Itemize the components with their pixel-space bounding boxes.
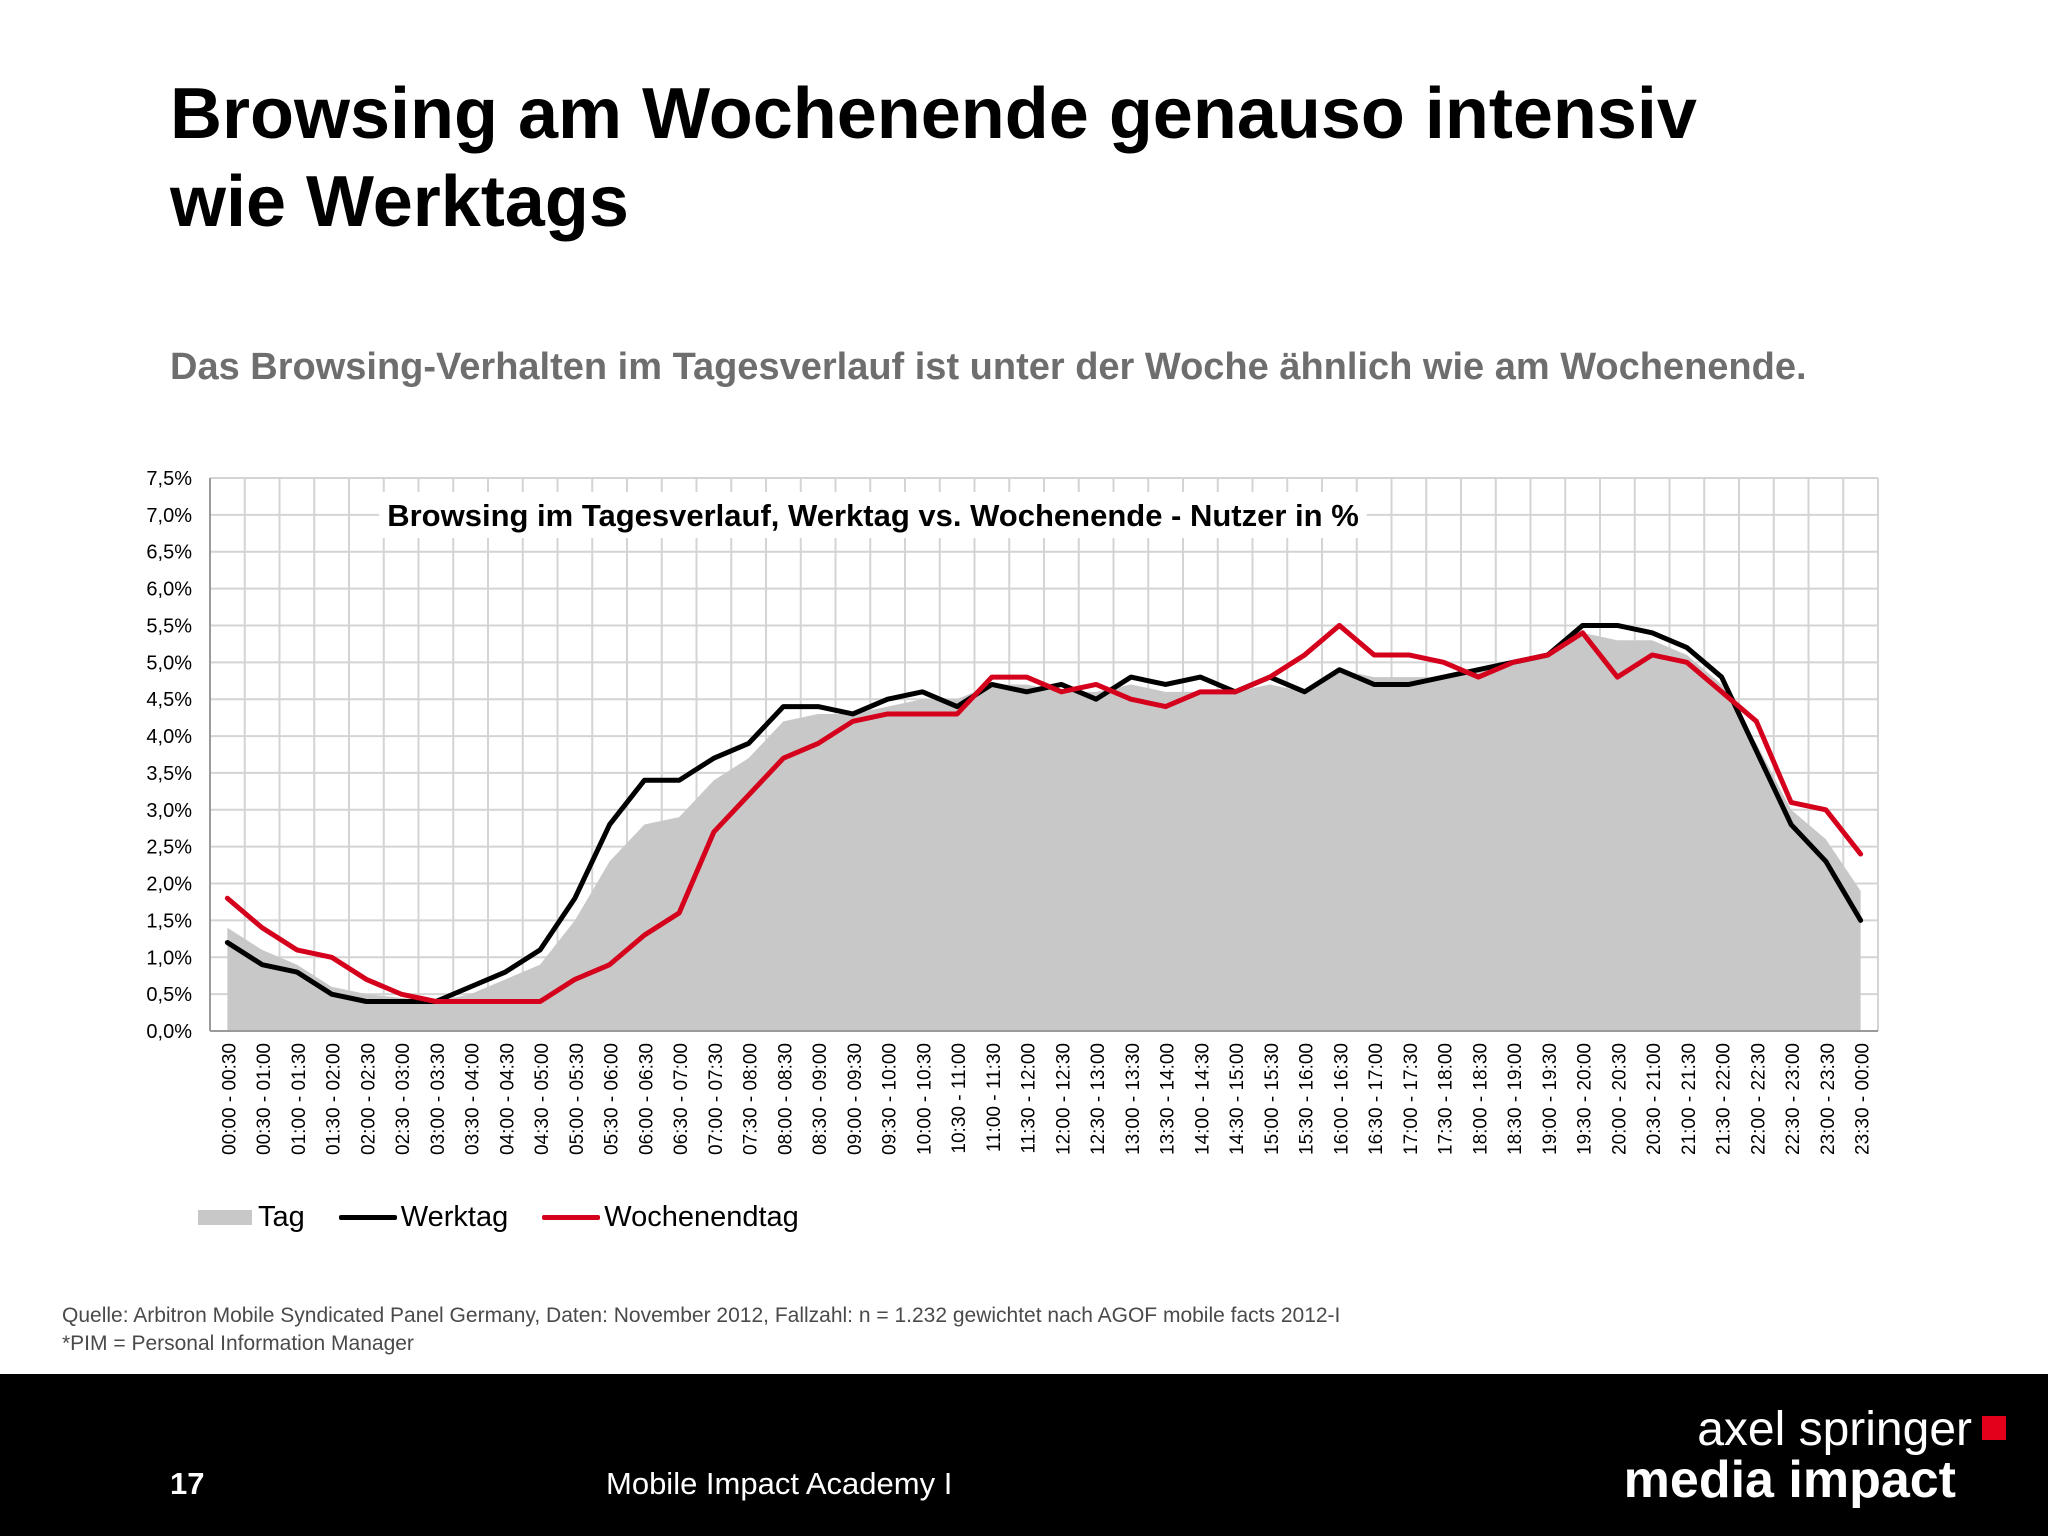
axel-springer-logo: axel springer media impact [1560,1398,2020,1509]
legend-swatch-wochenendtag [542,1214,601,1220]
x-tick-label: 17:30 - 18:00 [1436,1043,1457,1155]
x-tick-label: 16:30 - 17:00 [1366,1043,1387,1155]
y-tick-label: 3,5% [146,763,192,785]
source-line-2: *PIM = Personal Information Manager [62,1332,414,1355]
x-tick-label: 13:30 - 14:00 [1158,1043,1179,1155]
title-line-2: wie Werktags [170,162,629,242]
x-tick-label: 11:00 - 11:30 [984,1043,1005,1152]
x-tick-label: 01:30 - 02:00 [324,1043,345,1155]
page-number: 17 [170,1466,205,1501]
x-tick-label: 10:30 - 11:00 [949,1043,970,1154]
x-tick-label: 20:00 - 20:30 [1609,1043,1630,1155]
x-tick-label: 09:00 - 09:30 [845,1043,866,1155]
x-tick-label: 02:00 - 02:30 [358,1043,379,1155]
source-line-1: Quelle: Arbitron Mobile Syndicated Panel… [62,1304,1341,1327]
footer-bar [0,1374,2048,1536]
x-tick-label: 13:00 - 13:30 [1123,1043,1144,1155]
x-tick-label: 04:00 - 04:30 [497,1043,518,1155]
x-tick-label: 07:00 - 07:30 [706,1043,727,1155]
y-tick-label: 4,0% [146,726,192,748]
y-tick-label: 1,5% [146,910,192,932]
x-tick-label: 19:00 - 19:30 [1540,1043,1561,1155]
x-tick-label: 20:30 - 21:00 [1644,1043,1665,1155]
series-line-werktag [224,622,1864,1005]
x-tick-label: 17:00 - 17:30 [1401,1043,1422,1155]
x-tick-label: 03:00 - 03:30 [428,1043,449,1155]
x-tick-label: 23:00 - 23:30 [1818,1043,1839,1155]
x-tick-label: 03:30 - 04:00 [463,1043,484,1155]
chart-title: Browsing im Tagesverlauf, Werktag vs. Wo… [387,498,1359,533]
legend-item-wochenendtag: Wochenendtag [542,1201,799,1234]
x-tick-label: 06:00 - 06:30 [636,1043,657,1155]
legend-label-wochenendtag: Wochenendtag [604,1200,799,1233]
legend-label-tag: Tag [258,1200,305,1233]
x-tick-label: 00:30 - 01:00 [254,1043,275,1155]
legend-label-werktag: Werktag [400,1200,509,1233]
x-tick-label: 08:30 - 09:00 [810,1043,831,1155]
x-tick-label: 18:00 - 18:30 [1470,1043,1491,1155]
x-tick-label: 15:30 - 16:00 [1297,1043,1318,1155]
x-tick-label: 11:30 - 12:00 [1019,1043,1040,1154]
x-tick-label: 02:30 - 03:00 [393,1043,414,1155]
y-tick-label: 6,5% [146,542,192,564]
x-tick-label: 16:00 - 16:30 [1331,1043,1352,1155]
x-tick-label: 21:30 - 22:00 [1714,1043,1735,1155]
x-tick-label: 08:00 - 08:30 [775,1043,796,1155]
slide-subtitle: Das Browsing-Verhalten im Tagesverlauf i… [170,346,1807,388]
x-tick-label: 21:00 - 21:30 [1679,1043,1700,1155]
x-tick-label: 18:30 - 19:00 [1505,1043,1526,1155]
y-tick-label: 5,0% [146,652,192,674]
logo-square-icon [1982,1416,2006,1440]
y-tick-label: 6,0% [146,579,192,601]
x-tick-label: 05:30 - 06:00 [602,1043,623,1155]
footer-text: Mobile Impact Academy I [606,1466,953,1501]
x-tick-label: 19:30 - 20:00 [1575,1043,1596,1155]
slide-title: Browsing am Wochenende genauso intensiv … [170,70,1970,246]
x-tick-label: 04:30 - 05:00 [532,1043,553,1155]
legend-swatch-tag [198,1209,252,1225]
legend-swatch-werktag [338,1214,397,1220]
legend-item-werktag: Werktag [338,1200,509,1234]
series-line-wochenendtag [224,622,1864,1005]
x-tick-label: 22:30 - 23:00 [1783,1043,1804,1155]
x-tick-label: 12:30 - 13:00 [1088,1043,1109,1155]
y-tick-label: 3,0% [146,800,192,822]
x-tick-label: 07:30 - 08:00 [741,1043,762,1155]
logo-text-axel-springer: axel springer [1697,1403,1972,1456]
x-tick-label: 15:00 - 15:30 [1262,1043,1283,1155]
x-tick-label: 22:00 - 22:30 [1748,1043,1769,1155]
x-tick-label: 14:00 - 14:30 [1192,1043,1213,1155]
x-tick-label: 10:00 - 10:30 [914,1043,935,1155]
y-tick-label: 7,0% [146,505,192,527]
logo-text-media-impact: media impact [1623,1451,1956,1509]
series-area-tag [227,632,1861,1031]
browsing-chart: 0,0% 0,5% 1,0% 1,5% 2,0% 2,5% 3,0% 3,5% 4,0% 4,5%… [146,468,1879,1155]
y-tick-label: 2,0% [146,874,192,896]
x-tick-label: 09:30 - 10:00 [880,1043,901,1155]
x-tick-label: 14:30 - 15:00 [1227,1043,1248,1155]
source-note: Quelle: Arbitron Mobile Syndicated Panel… [62,1302,1340,1358]
y-tick-label: 5,5% [146,615,192,637]
x-tick-label: 12:00 - 12:30 [1053,1043,1074,1155]
title-line-1: Browsing am Wochenende genauso intensiv [170,74,1697,154]
legend-item-tag: Tag [198,1201,305,1234]
chart-legend: Tag Werktag Wochenendtag [198,1197,833,1237]
y-tick-label: 1,0% [146,947,192,969]
chart-title-background [379,492,1367,538]
y-tick-label: 2,5% [146,837,192,859]
y-tick-label: 4,5% [146,689,192,711]
x-tick-label: 23:30 - 00:00 [1853,1043,1874,1155]
y-tick-label: 0,5% [146,984,192,1006]
y-tick-label: 0,0% [146,1021,192,1043]
x-tick-label: 06:30 - 07:00 [671,1043,692,1155]
y-tick-label: 7,5% [146,468,192,490]
x-tick-label: 01:00 - 01:30 [289,1043,310,1155]
x-tick-label: 00:00 - 00:30 [219,1043,240,1155]
x-tick-label: 05:00 - 05:30 [567,1043,588,1155]
